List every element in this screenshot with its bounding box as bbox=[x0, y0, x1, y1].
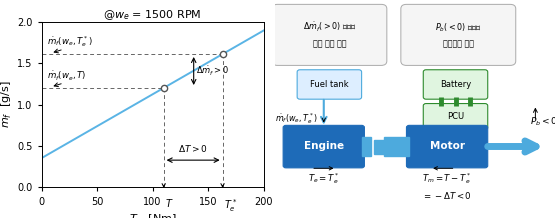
Text: $P_b<0$: $P_b<0$ bbox=[530, 116, 555, 128]
FancyBboxPatch shape bbox=[297, 70, 362, 99]
Text: Fuel tank: Fuel tank bbox=[310, 80, 349, 89]
Title: @$w_e$ = 1500 RPM: @$w_e$ = 1500 RPM bbox=[103, 8, 202, 22]
FancyBboxPatch shape bbox=[272, 4, 387, 65]
Text: $\dot{m}_f(w_e,T)$: $\dot{m}_f(w_e,T)$ bbox=[47, 70, 87, 83]
Text: Motor: Motor bbox=[430, 141, 465, 152]
Bar bbox=[374, 140, 384, 154]
FancyBboxPatch shape bbox=[406, 125, 488, 168]
X-axis label: $T_e$  [Nm]: $T_e$ [Nm] bbox=[129, 212, 176, 218]
Text: $T_e=T_e^*$: $T_e=T_e^*$ bbox=[308, 171, 340, 186]
Text: $T_e^*$: $T_e^*$ bbox=[224, 198, 237, 214]
Text: $\Delta\dot{m}_f(>0)$ 만큼의: $\Delta\dot{m}_f(>0)$ 만큼의 bbox=[302, 20, 356, 34]
Text: 전기파워 충전: 전기파워 충전 bbox=[443, 39, 474, 49]
FancyBboxPatch shape bbox=[423, 104, 488, 130]
Text: $\dot{m}_f(w_e,T_e^*)$: $\dot{m}_f(w_e,T_e^*)$ bbox=[47, 34, 93, 49]
Text: $\Delta\dot{m}_f>0$: $\Delta\dot{m}_f>0$ bbox=[196, 64, 229, 78]
Text: PCU: PCU bbox=[447, 112, 464, 121]
Text: $T_m=T-T_e^*$: $T_m=T-T_e^*$ bbox=[422, 171, 472, 186]
Text: 추가 연료 소모: 추가 연료 소모 bbox=[312, 39, 346, 49]
FancyBboxPatch shape bbox=[401, 4, 516, 65]
Text: $P_b(<0)$ 만큼의: $P_b(<0)$ 만큼의 bbox=[435, 21, 482, 34]
Text: $T$: $T$ bbox=[165, 198, 173, 209]
Text: $\Delta T>0$: $\Delta T>0$ bbox=[178, 143, 208, 154]
Text: $\dot{m}_f(w_e,T_e^*)$: $\dot{m}_f(w_e,T_e^*)$ bbox=[275, 111, 317, 126]
Text: $=-\Delta T<0$: $=-\Delta T<0$ bbox=[422, 190, 472, 201]
Bar bbox=[384, 137, 409, 156]
Text: Battery: Battery bbox=[440, 80, 471, 89]
Text: Engine: Engine bbox=[304, 141, 344, 152]
FancyBboxPatch shape bbox=[283, 125, 365, 168]
FancyBboxPatch shape bbox=[423, 70, 488, 99]
Y-axis label: $\dot{m}_f$  [g/s]: $\dot{m}_f$ [g/s] bbox=[0, 81, 14, 128]
Bar bbox=[362, 137, 371, 156]
